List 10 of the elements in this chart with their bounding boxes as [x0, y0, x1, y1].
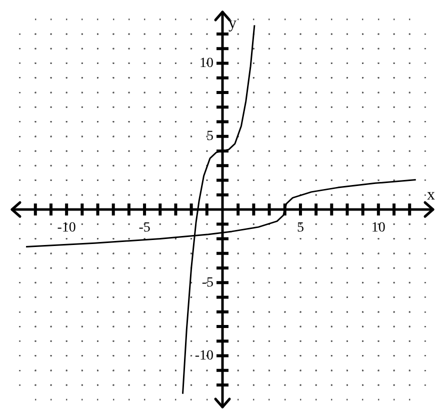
- x-tick-label: -10: [57, 220, 76, 236]
- y-tick-label: 10: [200, 56, 214, 71]
- y-tick-label: -10: [194, 348, 214, 364]
- x-axis-title: x: [427, 186, 435, 204]
- y-tick-label: 5: [206, 129, 214, 144]
- x-tick-label: -5: [138, 220, 150, 236]
- y-axis-title: y: [228, 15, 236, 32]
- x-tick-label: 10: [371, 220, 386, 236]
- y-tick-label: -5: [202, 275, 214, 290]
- x-tick-label: 5: [296, 220, 304, 236]
